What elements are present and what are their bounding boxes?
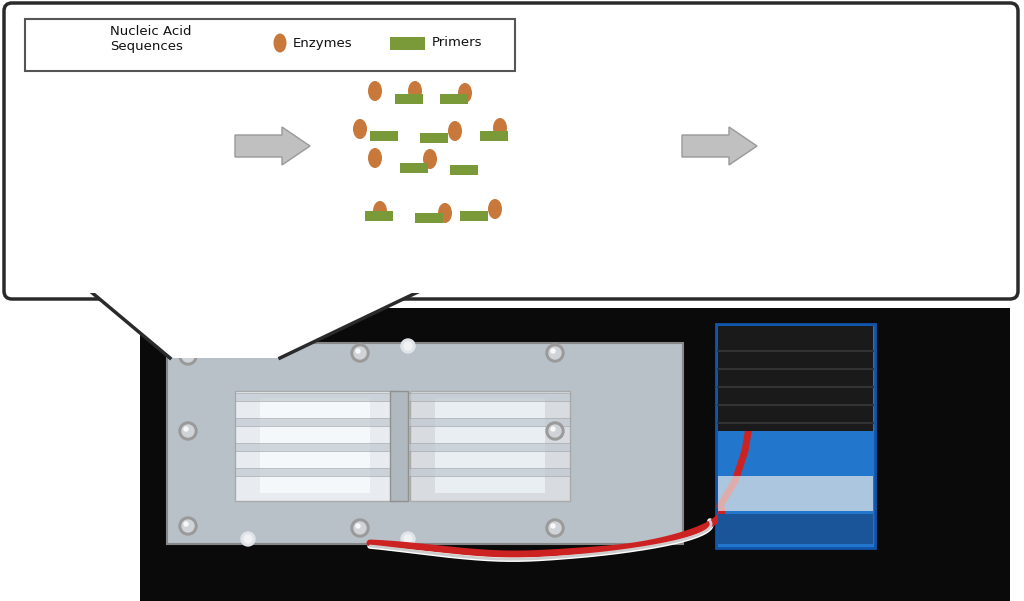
Circle shape bbox=[179, 347, 197, 365]
FancyBboxPatch shape bbox=[234, 418, 570, 426]
Circle shape bbox=[549, 347, 561, 359]
Circle shape bbox=[551, 427, 555, 431]
Ellipse shape bbox=[273, 34, 287, 52]
Circle shape bbox=[401, 532, 415, 546]
Circle shape bbox=[182, 350, 194, 362]
FancyBboxPatch shape bbox=[4, 3, 1018, 299]
Circle shape bbox=[546, 344, 564, 362]
FancyBboxPatch shape bbox=[85, 285, 425, 293]
Circle shape bbox=[179, 517, 197, 535]
Circle shape bbox=[241, 532, 255, 546]
FancyBboxPatch shape bbox=[390, 391, 408, 501]
Circle shape bbox=[184, 352, 188, 356]
Text: Nucleic Acid
Sequences: Nucleic Acid Sequences bbox=[110, 25, 191, 53]
Ellipse shape bbox=[353, 119, 367, 139]
Circle shape bbox=[179, 422, 197, 440]
FancyBboxPatch shape bbox=[370, 131, 398, 141]
FancyBboxPatch shape bbox=[260, 398, 370, 493]
Ellipse shape bbox=[373, 201, 387, 221]
FancyBboxPatch shape bbox=[718, 326, 873, 431]
Ellipse shape bbox=[368, 81, 382, 101]
FancyBboxPatch shape bbox=[234, 393, 570, 401]
FancyBboxPatch shape bbox=[0, 308, 140, 601]
Circle shape bbox=[184, 427, 188, 431]
FancyBboxPatch shape bbox=[25, 19, 515, 71]
FancyBboxPatch shape bbox=[415, 213, 443, 223]
FancyArrow shape bbox=[234, 127, 310, 165]
FancyBboxPatch shape bbox=[400, 163, 428, 173]
FancyBboxPatch shape bbox=[435, 398, 545, 493]
Ellipse shape bbox=[423, 149, 437, 169]
FancyBboxPatch shape bbox=[450, 165, 478, 175]
Circle shape bbox=[182, 425, 194, 437]
FancyBboxPatch shape bbox=[234, 443, 570, 451]
Text: Primers: Primers bbox=[432, 37, 482, 49]
FancyBboxPatch shape bbox=[410, 391, 570, 501]
Circle shape bbox=[184, 522, 188, 526]
Ellipse shape bbox=[368, 148, 382, 168]
FancyArrow shape bbox=[682, 127, 757, 165]
Circle shape bbox=[356, 349, 360, 353]
Circle shape bbox=[546, 519, 564, 537]
FancyBboxPatch shape bbox=[480, 131, 508, 141]
Circle shape bbox=[401, 339, 415, 353]
Circle shape bbox=[182, 520, 194, 532]
Circle shape bbox=[546, 422, 564, 440]
Circle shape bbox=[351, 519, 369, 537]
Circle shape bbox=[351, 344, 369, 362]
FancyBboxPatch shape bbox=[716, 324, 874, 548]
FancyBboxPatch shape bbox=[420, 133, 449, 143]
Polygon shape bbox=[90, 291, 420, 358]
Circle shape bbox=[404, 342, 412, 350]
Ellipse shape bbox=[488, 199, 502, 219]
Ellipse shape bbox=[438, 203, 452, 223]
Circle shape bbox=[354, 522, 366, 534]
Ellipse shape bbox=[493, 118, 507, 138]
Circle shape bbox=[549, 425, 561, 437]
FancyBboxPatch shape bbox=[1010, 308, 1024, 601]
FancyBboxPatch shape bbox=[440, 94, 468, 104]
FancyBboxPatch shape bbox=[395, 94, 423, 104]
FancyBboxPatch shape bbox=[234, 468, 570, 476]
Circle shape bbox=[551, 349, 555, 353]
FancyBboxPatch shape bbox=[718, 476, 873, 511]
FancyBboxPatch shape bbox=[718, 514, 873, 544]
Circle shape bbox=[244, 342, 252, 350]
Circle shape bbox=[354, 347, 366, 359]
Circle shape bbox=[404, 535, 412, 543]
FancyBboxPatch shape bbox=[390, 37, 425, 50]
Circle shape bbox=[244, 535, 252, 543]
FancyBboxPatch shape bbox=[140, 308, 1010, 601]
Ellipse shape bbox=[408, 81, 422, 101]
Circle shape bbox=[551, 524, 555, 528]
Ellipse shape bbox=[449, 121, 462, 141]
FancyBboxPatch shape bbox=[365, 211, 393, 221]
Circle shape bbox=[549, 522, 561, 534]
FancyBboxPatch shape bbox=[234, 391, 395, 501]
Circle shape bbox=[356, 524, 360, 528]
Ellipse shape bbox=[458, 83, 472, 103]
FancyBboxPatch shape bbox=[460, 211, 488, 221]
Text: Enzymes: Enzymes bbox=[293, 37, 352, 49]
Circle shape bbox=[241, 339, 255, 353]
FancyBboxPatch shape bbox=[167, 343, 683, 544]
